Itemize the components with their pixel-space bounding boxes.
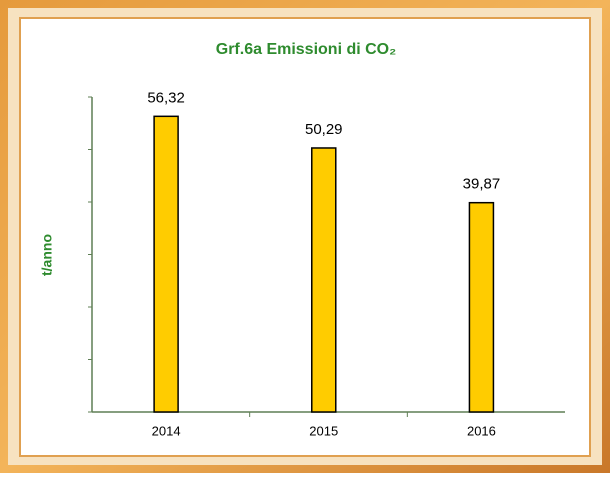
bar: [468, 201, 495, 413]
chart-title: Grf.6a Emissioni di CO₂: [216, 41, 396, 58]
panel: [19, 17, 591, 457]
value-label: 50,29: [305, 121, 343, 138]
bar: [311, 147, 337, 413]
x-tick-label: 2014: [152, 423, 181, 438]
y-axis-label: t/anno: [39, 234, 55, 276]
bar: [153, 115, 179, 413]
value-label: 39,87: [463, 176, 501, 193]
x-tick-label: 2016: [467, 423, 496, 438]
x-tick-label: 2015: [309, 423, 338, 438]
value-label: 56,32: [147, 89, 185, 106]
